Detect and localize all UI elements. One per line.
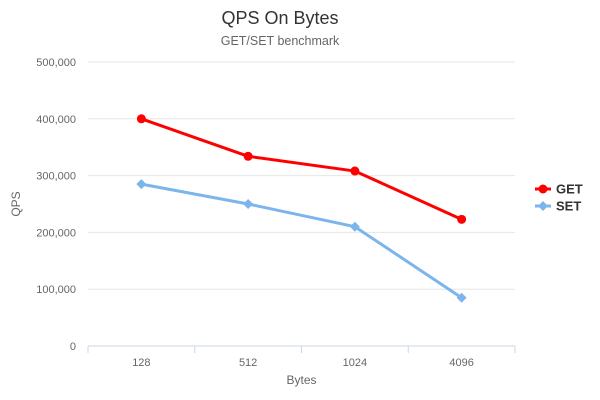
series-get-point[interactable]	[350, 166, 360, 176]
legend-item-get[interactable]: GET	[556, 182, 583, 197]
x-tick-label: 512	[239, 357, 257, 369]
chart-title: QPS On Bytes	[221, 8, 339, 28]
x-tick-label: 4096	[449, 357, 473, 369]
y-tick-label: 0	[70, 341, 76, 353]
series-set-line	[139, 182, 464, 300]
y-tick-label: 500,000	[36, 57, 76, 69]
series-set-point[interactable]	[136, 179, 147, 190]
x-tick-label: 128	[132, 357, 150, 369]
series-get-point[interactable]	[457, 214, 467, 224]
series-set-point[interactable]	[456, 292, 467, 303]
series-get-point[interactable]	[243, 151, 253, 161]
series-set-point[interactable]	[349, 221, 360, 232]
x-axis-title: Bytes	[286, 373, 316, 387]
y-tick-label: 200,000	[36, 227, 76, 239]
y-axis-title: QPS	[9, 191, 23, 216]
series-get-point[interactable]	[136, 114, 146, 124]
y-tick-label: 100,000	[36, 284, 76, 296]
chart-subtitle: GET/SET benchmark	[220, 34, 340, 48]
legend-set-marker-icon	[538, 201, 548, 211]
x-tick-label: 1024	[343, 357, 367, 369]
y-tick-label: 400,000	[36, 114, 76, 126]
series-get-line	[139, 117, 464, 221]
legend-item-set[interactable]: SET	[556, 199, 581, 214]
series-set-point[interactable]	[243, 199, 254, 209]
legend-get-marker-icon	[538, 184, 548, 194]
y-tick-label: 300,000	[36, 171, 76, 183]
